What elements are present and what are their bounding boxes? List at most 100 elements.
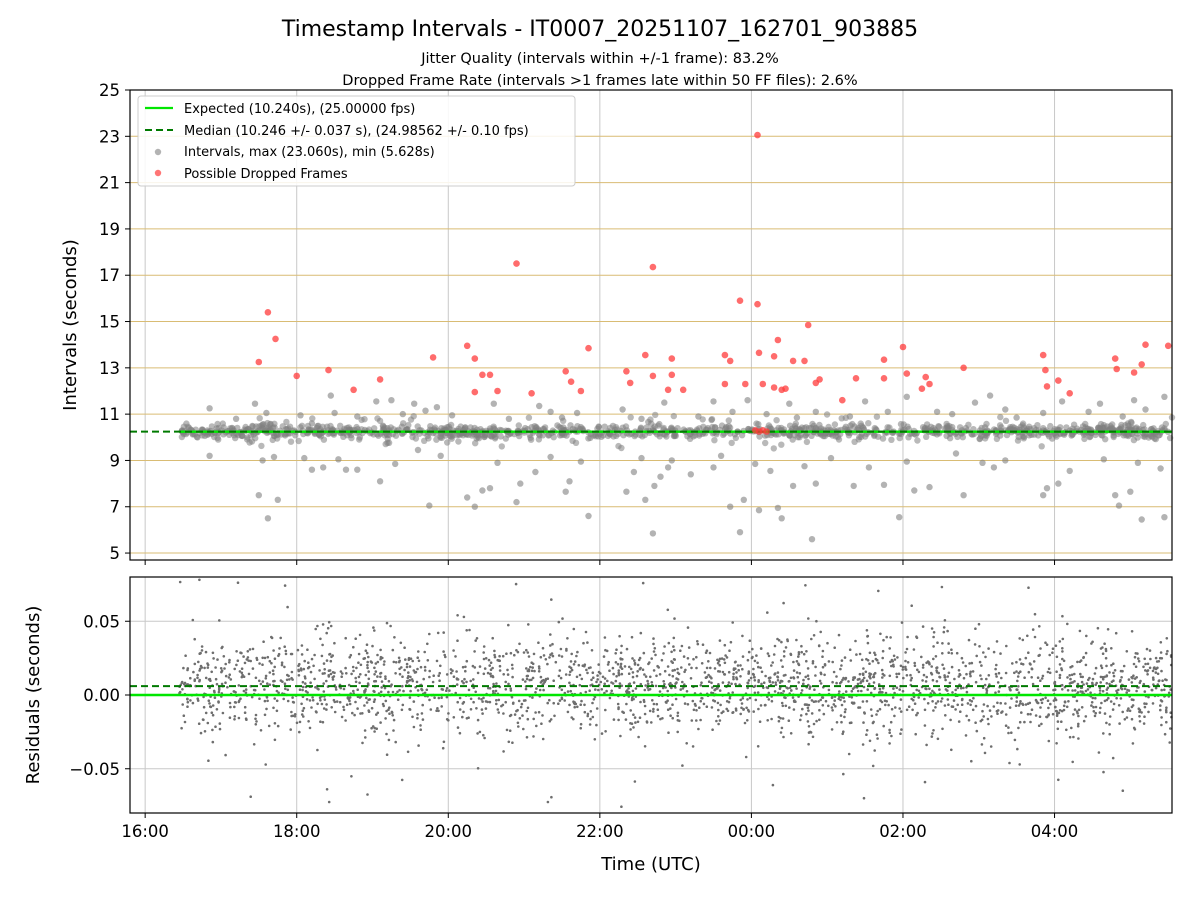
residual-point xyxy=(1060,668,1064,672)
residual-point xyxy=(445,686,449,690)
residual-point xyxy=(291,696,294,699)
residual-point xyxy=(448,689,451,692)
interval-point xyxy=(1138,516,1145,523)
residual-point xyxy=(235,663,238,667)
residual-point xyxy=(290,652,294,656)
residual-point xyxy=(773,673,776,676)
residual-point xyxy=(1066,622,1069,626)
residual-point xyxy=(950,748,953,752)
residual-point xyxy=(482,657,486,661)
residual-point xyxy=(1092,705,1095,709)
interval-point xyxy=(373,398,380,405)
residual-point xyxy=(247,672,251,676)
residual-point xyxy=(283,584,287,587)
interval-point xyxy=(1002,457,1009,464)
residual-point xyxy=(782,601,785,605)
residual-point xyxy=(600,688,604,691)
residual-point xyxy=(926,702,930,705)
residual-point xyxy=(321,720,325,724)
residual-point xyxy=(455,670,458,673)
residual-point xyxy=(586,641,589,644)
interval-point xyxy=(392,460,399,468)
top-y-tick-label-19: 19 xyxy=(99,220,120,239)
residual-point xyxy=(1015,688,1018,691)
residual-point xyxy=(914,732,917,736)
residual-point xyxy=(710,681,713,685)
residual-point xyxy=(800,650,803,654)
residual-point xyxy=(1075,699,1079,703)
residual-point xyxy=(988,709,992,712)
dropped-frame-point xyxy=(585,344,592,352)
residual-point xyxy=(856,678,860,681)
residual-point xyxy=(1009,688,1012,692)
interval-point xyxy=(547,453,554,461)
residual-point xyxy=(549,644,552,647)
residual-point xyxy=(712,699,715,702)
residual-point xyxy=(373,730,376,733)
residual-point xyxy=(313,677,316,681)
residual-point xyxy=(1020,711,1023,714)
residual-point xyxy=(539,681,543,684)
residual-point xyxy=(734,707,738,710)
residual-point xyxy=(590,678,593,682)
residual-point xyxy=(680,666,683,669)
residual-point xyxy=(367,670,371,673)
dropped-frame-point xyxy=(513,260,520,267)
residual-point xyxy=(655,674,658,678)
residual-point xyxy=(987,674,991,677)
residual-point xyxy=(240,667,244,670)
residual-point xyxy=(595,707,599,710)
residual-point xyxy=(869,691,873,695)
residual-point xyxy=(1077,737,1080,740)
residual-point xyxy=(510,663,514,667)
interval-point xyxy=(793,414,801,421)
residual-point xyxy=(1100,666,1104,670)
residual-point xyxy=(669,714,672,717)
dropped-frame-point xyxy=(726,357,734,365)
residual-point xyxy=(570,668,574,672)
residual-point xyxy=(429,708,433,711)
interval-point xyxy=(1161,514,1168,521)
residual-point xyxy=(575,675,579,679)
residual-point xyxy=(1081,690,1084,694)
residual-point xyxy=(1127,678,1131,681)
residual-point xyxy=(1073,689,1077,692)
residual-point xyxy=(718,663,721,667)
residual-point xyxy=(910,676,913,680)
residual-point xyxy=(701,697,704,700)
residual-point xyxy=(909,679,913,682)
interval-point xyxy=(298,422,306,429)
residual-point xyxy=(421,718,425,721)
residual-point xyxy=(399,641,403,645)
residual-point xyxy=(801,682,805,686)
residual-point xyxy=(266,699,269,703)
interval-point xyxy=(1127,488,1134,495)
residual-point xyxy=(263,656,267,660)
residual-point xyxy=(895,675,899,679)
residual-point xyxy=(270,661,273,665)
residual-point xyxy=(699,699,702,703)
residual-point xyxy=(717,722,720,726)
residual-point xyxy=(344,636,348,640)
residual-point xyxy=(941,652,944,655)
residual-point xyxy=(365,651,369,655)
residual-point xyxy=(855,653,858,656)
residual-point xyxy=(905,674,909,677)
residual-point xyxy=(452,716,456,719)
residual-point xyxy=(1015,696,1019,699)
residual-point xyxy=(1150,688,1154,692)
dropped-frame-point xyxy=(562,368,569,375)
residual-point xyxy=(974,627,977,630)
residual-point xyxy=(1130,717,1134,721)
residual-point xyxy=(1111,756,1115,760)
interval-point xyxy=(1003,431,1011,439)
interval-point xyxy=(812,480,819,487)
residual-point xyxy=(364,649,368,652)
residual-point xyxy=(1107,696,1110,700)
interval-point xyxy=(865,420,872,427)
chart-subtitle-dropped: Dropped Frame Rate (intervals >1 frames … xyxy=(342,73,857,89)
residual-point xyxy=(799,714,803,717)
residual-point xyxy=(579,703,582,706)
residual-point xyxy=(606,679,609,683)
residual-point xyxy=(233,701,237,704)
